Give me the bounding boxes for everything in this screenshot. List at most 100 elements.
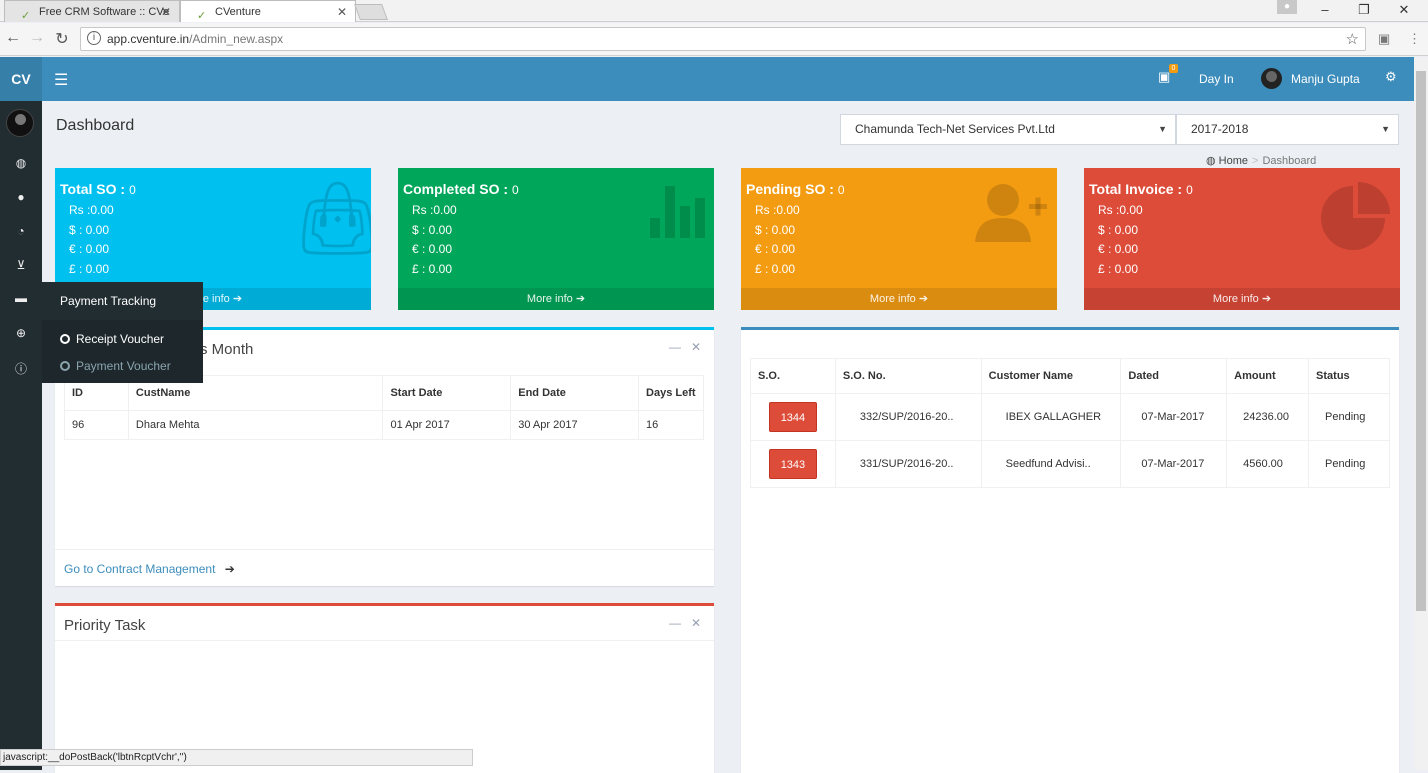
shopping-cart-icon[interactable]: ⊻ — [16, 258, 26, 272]
browser-tab-1[interactable]: ✓ Free CRM Software :: CVe ✕ — [4, 0, 180, 22]
menu-dots-icon[interactable]: ⋮ — [1408, 31, 1421, 46]
breadcrumb: ◍ Home > Dashboard — [1206, 155, 1317, 167]
table-row: 1343 331/SUP/2016-20.. Seedfund Advisi..… — [750, 440, 1390, 488]
company-select[interactable]: Chamunda Tech-Net Services Pvt.Ltd ▼ — [840, 114, 1176, 145]
page-scrollbar[interactable] — [1414, 57, 1428, 770]
crm-favicon-icon: ✓ — [21, 10, 31, 22]
company-select-value: Chamunda Tech-Net Services Pvt.Ltd — [855, 122, 1055, 136]
tab-title: Free CRM Software :: CVe — [39, 6, 170, 18]
contract-management-link[interactable]: Go to Contract Management ➔ — [64, 562, 235, 576]
day-in-link[interactable]: Day In — [1199, 72, 1234, 86]
flyout-title[interactable]: Payment Tracking — [42, 282, 203, 320]
column-header: Dated — [1120, 358, 1228, 394]
table-cell: 332/SUP/2016-20.. — [834, 393, 982, 441]
app-logo[interactable]: CV — [0, 57, 42, 101]
pie-chart-icon — [1318, 178, 1392, 255]
close-icon[interactable]: ✕ — [691, 616, 702, 630]
back-icon[interactable]: ← — [5, 29, 21, 46]
link-label: Go to Contract Management — [64, 562, 216, 576]
user-icon[interactable]: ● — [17, 190, 25, 204]
restore-icon[interactable]: ❐ — [1358, 2, 1370, 17]
globe-icon[interactable]: ⊕ — [15, 326, 27, 340]
profile-icon[interactable]: ● — [1277, 0, 1297, 14]
url-input[interactable]: i app.cventure.in/Admin_new.aspx ☆ — [80, 27, 1366, 51]
crm-favicon-icon: ✓ — [197, 10, 207, 22]
avatar[interactable] — [1261, 68, 1282, 89]
box-gbp: £ : 0.00 — [69, 262, 110, 276]
more-info-link[interactable]: More info ➔ — [741, 288, 1057, 310]
box-gbp: £ : 0.00 — [412, 262, 453, 276]
table-cell: 16 — [638, 410, 704, 440]
table-row: 96 Dhara Mehta 01 Apr 2017 30 Apr 2017 1… — [64, 410, 704, 440]
priority-task-panel: Priority Task — ✕ — [55, 603, 714, 773]
table-cell: 07-Mar-2017 — [1120, 440, 1228, 488]
box-rs: Rs :0.00 — [755, 203, 800, 217]
so-number-button[interactable]: 1343 — [768, 449, 817, 479]
box-eur: € : 0.00 — [755, 242, 796, 256]
menu-item-label: Receipt Voucher — [76, 332, 165, 346]
so-number-button[interactable]: 1344 — [768, 402, 817, 432]
box-usd: $ : 0.00 — [69, 223, 110, 237]
circle-icon — [60, 361, 70, 371]
notification-badge: 0 — [1169, 64, 1178, 73]
box-gbp: £ : 0.00 — [755, 262, 796, 276]
table-cell: 07-Mar-2017 — [1120, 393, 1228, 441]
minimize-icon[interactable]: – — [1321, 2, 1329, 17]
payment-voucher-item[interactable]: Payment Voucher — [60, 359, 171, 373]
page-title: Dashboard — [56, 117, 135, 134]
dashboard-icon: ◍ — [1206, 155, 1216, 167]
info-icon[interactable]: i — [87, 31, 101, 45]
scrollbar-thumb[interactable] — [1416, 71, 1426, 611]
browser-status-bar: javascript:__doPostBack('lbtnRcptVchr','… — [0, 749, 473, 766]
user-plus-icon — [973, 180, 1049, 247]
box-eur: € : 0.00 — [412, 242, 453, 256]
browser-tab-2[interactable]: ✓ CVenture ✕ — [180, 0, 356, 22]
more-info-link[interactable]: More info ➔ — [398, 288, 714, 310]
forward-icon[interactable]: → — [29, 29, 45, 46]
box-count: 0 — [837, 183, 845, 197]
bookmark-star-icon[interactable]: ☆ — [1345, 31, 1359, 48]
close-window-icon[interactable]: ✕ — [1398, 2, 1410, 17]
contracts-table: ID CustName Start Date End Date Days Lef… — [64, 375, 704, 440]
close-tab-icon[interactable]: ✕ — [336, 5, 347, 19]
breadcrumb-home[interactable]: Home — [1218, 155, 1249, 167]
year-select[interactable]: 2017-2018 ▼ — [1176, 114, 1399, 145]
close-icon[interactable]: ✕ — [691, 340, 702, 354]
credit-card-icon[interactable]: ▬ — [15, 291, 27, 305]
table-cell: 30 Apr 2017 — [510, 410, 640, 440]
info-circle-icon[interactable]: ⓘ — [14, 362, 27, 376]
extension-icon[interactable]: ▣ — [1378, 31, 1391, 46]
dashboard-icon[interactable]: ◍ — [15, 156, 27, 170]
circle-icon — [60, 334, 70, 344]
pie-chart-icon[interactable]: ◔ — [17, 224, 25, 238]
receipt-voucher-item[interactable]: Receipt Voucher — [60, 332, 164, 346]
hamburger-menu-icon[interactable]: ☰ — [54, 72, 69, 89]
box-rs: Rs :0.00 — [412, 203, 457, 217]
breadcrumb-current: Dashboard — [1262, 155, 1317, 167]
close-tab-icon[interactable]: ✕ — [160, 5, 171, 19]
box-count: 0 — [512, 183, 519, 197]
more-info-label: More info — [869, 293, 916, 305]
bar-chart-icon — [648, 182, 706, 243]
panel-title: s Month — [200, 341, 254, 358]
url-host: app.cventure.in — [107, 32, 190, 46]
top-navbar: ☰ ▣ 0 Day In Manju Gupta ⚙ — [42, 57, 1414, 101]
minimize-icon[interactable]: — — [669, 340, 681, 354]
settings-gears-icon[interactable]: ⚙ — [1385, 69, 1397, 84]
user-name[interactable]: Manju Gupta — [1291, 72, 1360, 86]
more-info-link[interactable]: More info ➔ — [1084, 288, 1400, 310]
table-cell: 24236.00 — [1226, 393, 1310, 441]
tab-title: CVenture — [215, 6, 261, 18]
sidebar: ◍ ● ◔ ⊻ ▬ ⊕ ⓘ — [0, 101, 42, 770]
table-cell: 4560.00 — [1226, 440, 1310, 488]
box-title: Total Invoice : — [1089, 181, 1183, 197]
address-bar: ← → ↻ i app.cventure.in/Admin_new.aspx ☆… — [0, 23, 1428, 56]
minimize-icon[interactable]: — — [669, 616, 681, 630]
new-tab-button[interactable] — [354, 4, 388, 20]
reload-icon[interactable]: ↻ — [55, 31, 69, 48]
more-info-label: More info — [1212, 293, 1259, 305]
column-header: Customer Name — [980, 358, 1122, 394]
payment-tracking-flyout: Payment Tracking Receipt Voucher Payment… — [42, 282, 203, 383]
table-cell: Seedfund Advisi.. — [980, 440, 1122, 488]
notification-icon[interactable]: ▣ — [1158, 69, 1171, 84]
